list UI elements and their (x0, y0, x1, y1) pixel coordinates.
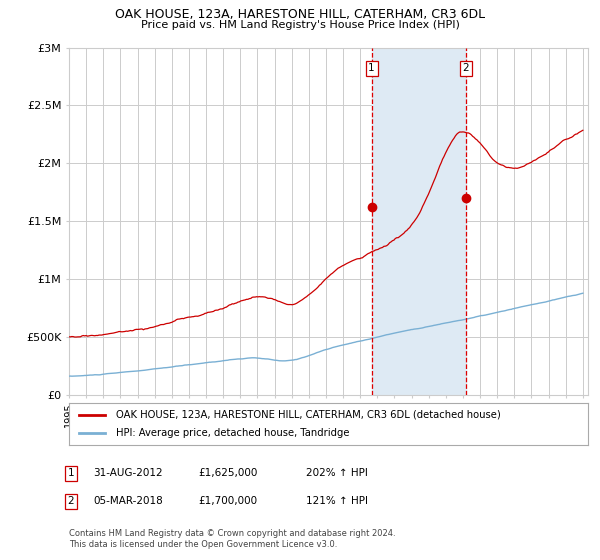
Text: 1: 1 (368, 63, 375, 73)
Text: £1,625,000: £1,625,000 (198, 468, 257, 478)
Bar (371, 48, 466, 395)
Text: 2: 2 (67, 496, 74, 506)
Text: OAK HOUSE, 123A, HARESTONE HILL, CATERHAM, CR3 6DL (detached house): OAK HOUSE, 123A, HARESTONE HILL, CATERHA… (116, 410, 500, 420)
Text: OAK HOUSE, 123A, HARESTONE HILL, CATERHAM, CR3 6DL: OAK HOUSE, 123A, HARESTONE HILL, CATERHA… (115, 8, 485, 21)
Text: HPI: Average price, detached house, Tandridge: HPI: Average price, detached house, Tand… (116, 428, 349, 438)
Text: 1: 1 (67, 468, 74, 478)
Text: 202% ↑ HPI: 202% ↑ HPI (306, 468, 368, 478)
Text: £1,700,000: £1,700,000 (198, 496, 257, 506)
Text: 31-AUG-2012: 31-AUG-2012 (93, 468, 163, 478)
Text: Contains HM Land Registry data © Crown copyright and database right 2024.
This d: Contains HM Land Registry data © Crown c… (69, 529, 395, 549)
Text: Price paid vs. HM Land Registry's House Price Index (HPI): Price paid vs. HM Land Registry's House … (140, 20, 460, 30)
Text: 05-MAR-2018: 05-MAR-2018 (93, 496, 163, 506)
Text: 121% ↑ HPI: 121% ↑ HPI (306, 496, 368, 506)
Text: 2: 2 (463, 63, 469, 73)
